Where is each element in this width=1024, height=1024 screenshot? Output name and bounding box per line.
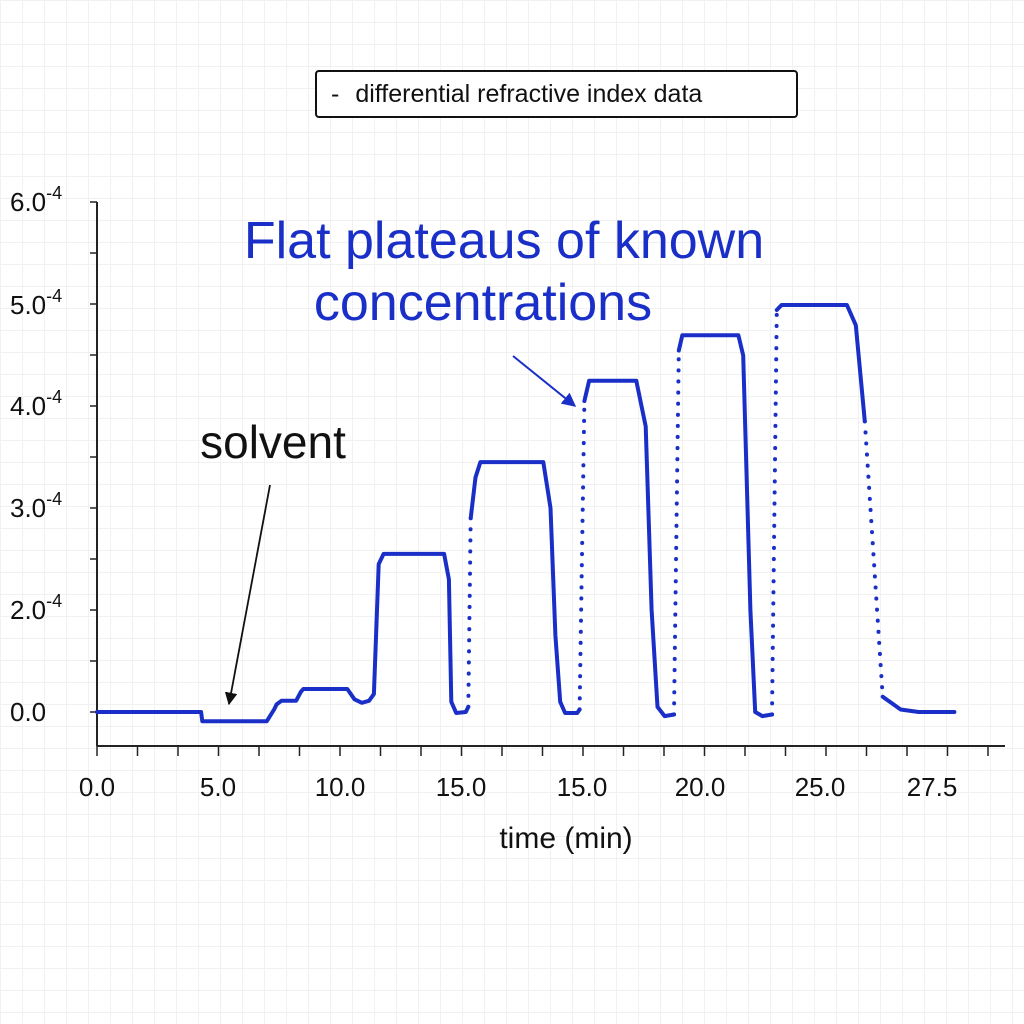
minor-ticks xyxy=(90,201,989,756)
series-segment-solid xyxy=(582,378,676,719)
series-segment-dotted xyxy=(466,516,473,709)
annotation-plateaus-arrow xyxy=(512,355,577,407)
legend-label: differential refractive index data xyxy=(355,79,703,108)
series-segment-solid xyxy=(468,460,582,715)
annotation-solvent-label: solvent xyxy=(200,416,346,468)
series-segment-solid xyxy=(880,694,957,714)
y-tick-label: 5.0-4 xyxy=(10,286,62,320)
series-segment-dotted xyxy=(672,348,681,717)
x-ticks: 0.0 5.0 10.0 15.0 15.0 20.0 25.0 27.5 xyxy=(79,772,957,802)
x-tick-label: 15.0 xyxy=(436,772,487,802)
x-tick-label: 5.0 xyxy=(200,772,236,802)
annotation-plateaus-line-2: concentrations xyxy=(314,274,652,332)
y-ticks: 0.0 2.0-4 3.0-4 4.0-4 5.0-4 6.0-4 xyxy=(10,183,62,727)
series-segment-dotted xyxy=(862,419,885,699)
x-tick-label: 20.0 xyxy=(675,772,726,802)
x-tick-label: 27.5 xyxy=(907,772,958,802)
legend-marker: - xyxy=(331,79,340,108)
annotation-solvent-arrow xyxy=(224,484,271,706)
annotation-plateaus-line-1: Flat plateaus of known xyxy=(244,212,764,270)
x-axis-label: time (min) xyxy=(499,822,632,855)
series-segment-dotted xyxy=(577,399,587,712)
y-tick-label: 3.0-4 xyxy=(10,489,62,523)
series-segment-dotted xyxy=(770,308,779,717)
annotation-solvent: solvent xyxy=(200,416,346,706)
legend-box: - differential refractive index data xyxy=(315,70,798,118)
y-tick-label: 4.0-4 xyxy=(10,387,62,421)
series-group xyxy=(95,303,957,724)
series-segment-solid xyxy=(95,551,471,724)
y-tick-label: 2.0-4 xyxy=(10,591,62,625)
y-tick-label: 0.0 xyxy=(10,697,46,727)
annotation-plateaus: Flat plateaus of known concentrations xyxy=(244,212,764,407)
series-segment-solid xyxy=(676,333,774,719)
axes xyxy=(96,202,1005,747)
x-tick-label: 0.0 xyxy=(79,772,115,802)
series-segment-solid xyxy=(774,303,867,424)
x-tick-label: 15.0 xyxy=(557,772,608,802)
y-tick-label: 6.0-4 xyxy=(10,183,62,217)
x-tick-label: 10.0 xyxy=(315,772,366,802)
x-tick-label: 25.0 xyxy=(795,772,846,802)
